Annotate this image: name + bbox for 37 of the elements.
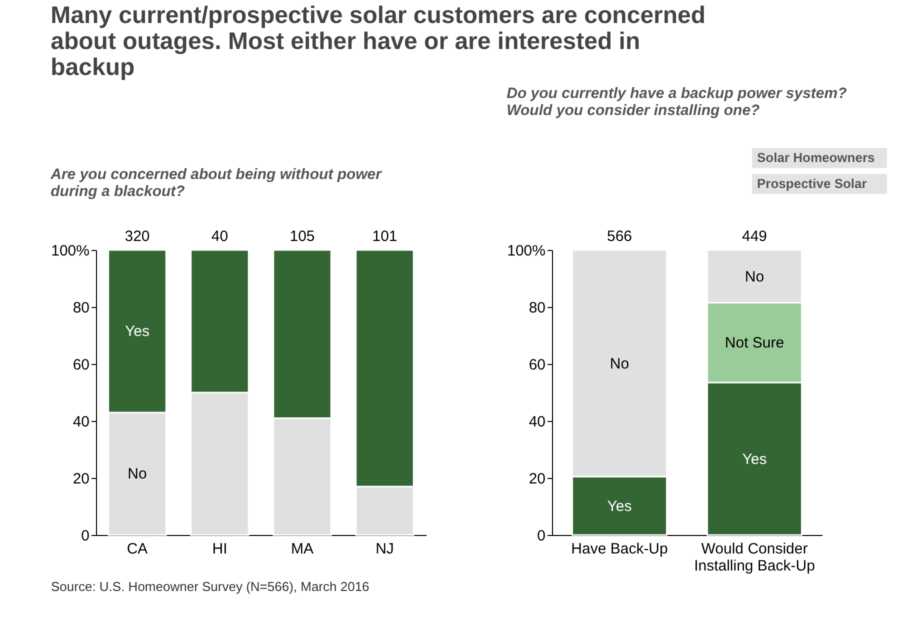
chart-title: Many current/prospective solar customers are concerned about outages. Most either have or are interested in backup (50, 2, 706, 81)
series-label: Not Sure (724, 334, 784, 352)
y-tick-label: 80 (528, 300, 546, 316)
x-tick-label: NJ (376, 540, 394, 558)
y-tick-label: 40 (528, 414, 546, 430)
y-tick-label: 20 (528, 470, 546, 488)
series-label: Yes (742, 450, 767, 468)
y-tick-label: 20 (72, 470, 90, 488)
series-label: No (610, 355, 630, 372)
source-note: Source: U.S. Homeowner Survey (N=566), March 2016 (51, 579, 370, 594)
x-tick-label: CA (126, 540, 148, 558)
annotation: 101 (372, 228, 398, 245)
annotation: 566 (606, 228, 632, 245)
annotation: 320 (124, 228, 150, 245)
annotation: 40 (211, 228, 228, 245)
y-tick-label: 60 (528, 356, 546, 374)
series-label: No (744, 268, 764, 286)
y-tick-label: 0 (537, 528, 546, 544)
x-tick-label: HI (212, 540, 228, 558)
y-tick-label: 80 (72, 300, 90, 316)
series-label: No (128, 466, 147, 483)
y-tick-label: 40 (72, 414, 90, 430)
chart-subtitle: Do you currently have a backup power system? Would you consider installing one? (506, 85, 847, 119)
x-tick-label: Would Consider Installing Back-Up (694, 540, 815, 574)
annotation: 105 (290, 228, 315, 245)
x-tick-label: MA (291, 540, 314, 558)
annotation: 449 (742, 228, 768, 245)
series-label: Yes (607, 498, 632, 515)
y-tick-label: 100% (507, 242, 546, 260)
text: Solar Homeowners (757, 150, 875, 165)
chart-subtitle: Are you concerned about being without power during a blackout? (50, 166, 383, 200)
text: Prospective Solar (757, 176, 867, 191)
series-label: Yes (125, 323, 150, 340)
y-tick-label: 100% (51, 242, 90, 260)
y-tick-label: 0 (81, 528, 90, 544)
y-tick-label: 60 (72, 356, 90, 374)
x-tick-label: Have Back-Up (571, 540, 668, 558)
